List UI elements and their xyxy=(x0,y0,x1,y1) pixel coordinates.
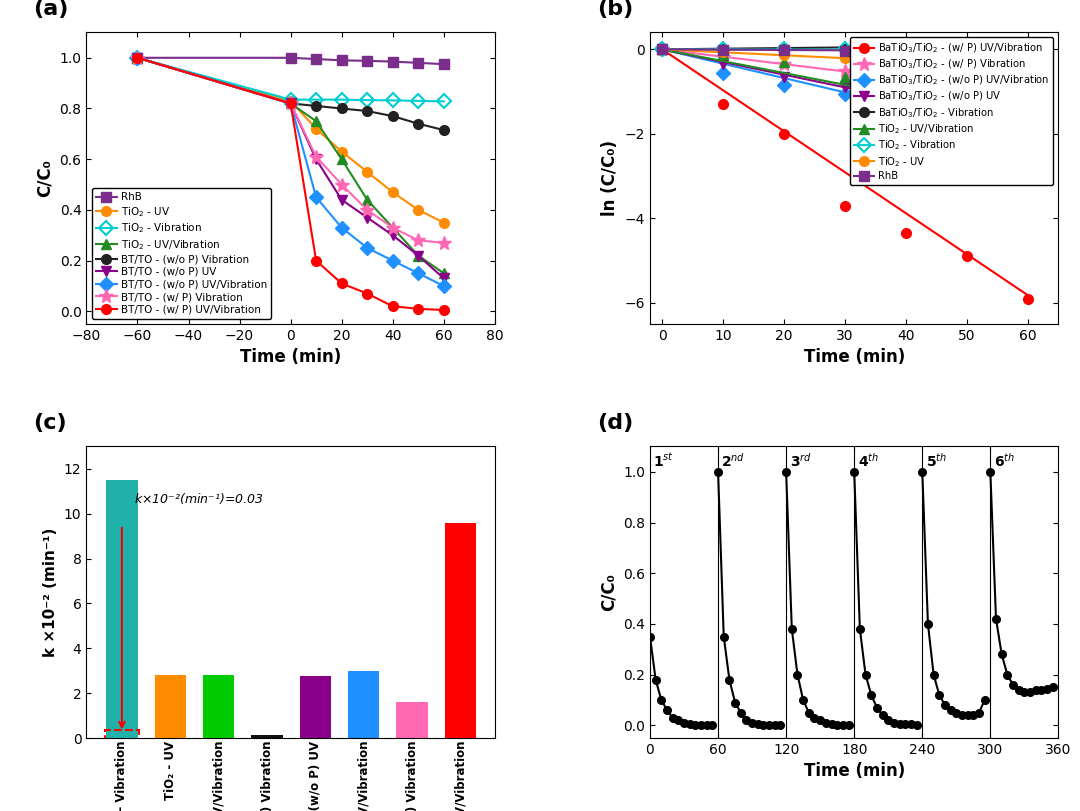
Text: $k$×10⁻²(min⁻¹)=0.03: $k$×10⁻²(min⁻¹)=0.03 xyxy=(134,491,264,505)
Bar xyxy=(203,675,234,738)
Text: (b): (b) xyxy=(597,0,633,19)
Y-axis label: C/C₀: C/C₀ xyxy=(36,159,54,197)
Text: 4$^{th}$: 4$^{th}$ xyxy=(858,452,879,470)
Bar xyxy=(105,730,139,744)
Y-axis label: k ×10⁻² (min⁻¹): k ×10⁻² (min⁻¹) xyxy=(43,527,58,657)
Bar xyxy=(348,671,379,738)
Text: (a): (a) xyxy=(33,0,69,19)
Text: (c): (c) xyxy=(33,413,67,433)
Y-axis label: C/C₀: C/C₀ xyxy=(599,573,618,611)
Bar xyxy=(154,676,186,738)
Text: 6$^{th}$: 6$^{th}$ xyxy=(994,452,1015,470)
X-axis label: Time (min): Time (min) xyxy=(240,349,341,367)
Text: 1$^{st}$: 1$^{st}$ xyxy=(653,452,674,470)
Text: P: Polarization: P: Polarization xyxy=(107,290,195,303)
Bar xyxy=(106,480,137,738)
Bar xyxy=(252,736,283,738)
Text: 5$^{th}$: 5$^{th}$ xyxy=(926,452,947,470)
X-axis label: Time (min): Time (min) xyxy=(804,349,905,367)
Bar xyxy=(396,702,428,738)
Bar xyxy=(299,676,332,738)
Bar xyxy=(445,523,476,738)
Text: 3$^{rd}$: 3$^{rd}$ xyxy=(789,452,811,470)
Text: (d): (d) xyxy=(597,413,633,433)
Legend: RhB, TiO$_2$ - UV, TiO$_2$ - Vibration, TiO$_2$ - UV/Vibration, BT/TO - (w/o P) : RhB, TiO$_2$ - UV, TiO$_2$ - Vibration, … xyxy=(92,188,271,319)
X-axis label: Time (min): Time (min) xyxy=(804,762,905,780)
Legend: BaTiO$_3$/TiO$_2$ - (w/ P) UV/Vibration, BaTiO$_3$/TiO$_2$ - (w/ P) Vibration, B: BaTiO$_3$/TiO$_2$ - (w/ P) UV/Vibration,… xyxy=(850,37,1053,185)
Text: 2$^{nd}$: 2$^{nd}$ xyxy=(721,452,745,470)
Y-axis label: ln (C/C₀): ln (C/C₀) xyxy=(602,140,619,217)
